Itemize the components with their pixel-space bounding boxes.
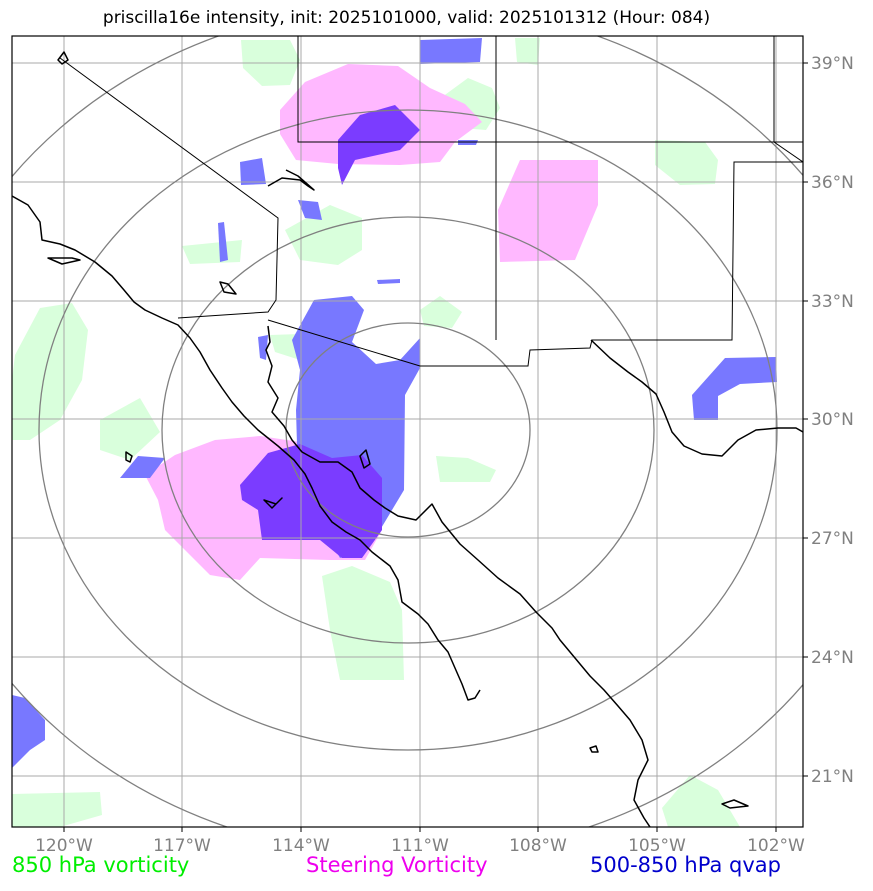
lat-tick-33n: 33°N [811,292,854,312]
lon-tick-114w: 114°W [272,836,330,856]
legend-qvap: 500-850 hPa qvap [590,853,781,877]
lon-tick-111w: 111°W [391,836,449,856]
overlap-fill [240,105,420,558]
lat-lon-grid [12,36,803,827]
political-borders [59,36,803,367]
coastlines [12,51,803,827]
lon-tick-117w: 117°W [153,836,211,856]
lon-tick-108w: 108°W [509,836,567,856]
lat-tick-21n: 21°N [811,767,854,787]
lat-tick-24n: 24°N [811,648,854,668]
lon-tick-105w: 105°W [628,836,686,856]
map-title: priscilla16e intensity, init: 2025101000… [102,8,711,28]
map-layers [12,36,803,827]
lat-tick-39n: 39°N [811,54,854,74]
lat-tick-36n: 36°N [811,173,854,193]
lon-tick-102w: 102°W [747,836,805,856]
legend-850-vorticity: 850 hPa vorticity [12,853,190,877]
vorticity-850-fill [12,38,740,827]
lat-tick-30n: 30°N [811,410,854,430]
lat-tick-27n: 27°N [811,529,854,549]
lon-tick-120w: 120°W [35,836,93,856]
legend-steering-vorticity: Steering Vorticity [306,853,488,877]
axis-ticks [63,62,808,832]
map-frame [11,35,804,828]
